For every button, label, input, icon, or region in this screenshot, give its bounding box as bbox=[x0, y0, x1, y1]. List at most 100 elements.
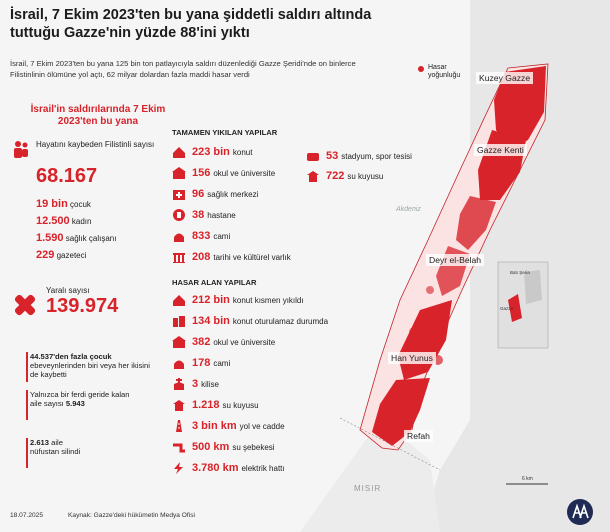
scale-label: 6 km bbox=[522, 476, 533, 482]
stat-label: sağlık merkezi bbox=[207, 190, 259, 199]
stat-value: 134 bin bbox=[192, 315, 230, 327]
stat-value: 3 bbox=[192, 378, 199, 390]
pipe-icon bbox=[173, 443, 185, 453]
stat-value: 178 bbox=[192, 357, 211, 369]
house-icon bbox=[173, 147, 185, 158]
stat-row: 156 okul ve üniversite bbox=[172, 167, 275, 179]
stat-value: 212 bin bbox=[192, 294, 230, 306]
breakdown-journalists: 229 gazeteci bbox=[36, 249, 87, 261]
stat-value: 3.780 km bbox=[192, 462, 239, 474]
inset-label-westbank: Batı Şeria bbox=[510, 270, 530, 275]
mosque-icon bbox=[174, 360, 184, 369]
inset-gaza bbox=[508, 294, 522, 322]
killed-label: Hayatını kaybeden Filistinli sayısı bbox=[36, 140, 155, 149]
killed-breakdown: 19 bin çocuk 12.500 kadın 1.590 sağlık ç… bbox=[36, 196, 116, 264]
stat-label: okul ve üniversite bbox=[213, 338, 276, 347]
injured-label: Yaralı sayısı bbox=[46, 286, 90, 295]
stat-row: 382 okul ve üniversite bbox=[172, 336, 275, 348]
stat-row: 3 bin km yol ve cadde bbox=[172, 420, 285, 432]
stat-label: konut kısmen yıkıldı bbox=[232, 296, 304, 305]
stadium-icon bbox=[307, 153, 319, 161]
monument-icon bbox=[173, 253, 185, 263]
road-icon bbox=[176, 420, 182, 432]
stat-label: konut oturulamaz durumda bbox=[232, 317, 329, 326]
mosque-icon bbox=[174, 233, 184, 242]
city-deyr-el-belah: Deyr el-Belah bbox=[426, 254, 485, 266]
stat-row: 500 km su şebekesi bbox=[172, 441, 275, 453]
well-icon bbox=[173, 400, 185, 411]
sea-label: Akdeniz bbox=[396, 206, 421, 213]
stat-value: 3 bin km bbox=[192, 420, 237, 432]
lightning-icon bbox=[174, 462, 183, 474]
clinic-icon bbox=[173, 190, 185, 200]
egypt-label: MISIR bbox=[354, 484, 382, 493]
stat-row: 833 cami bbox=[172, 230, 230, 242]
note-single-member: Yalnızca bir ferdi geride kalan aile say… bbox=[30, 390, 130, 408]
stat-row: 208 tarihi ve kültürel varlık bbox=[172, 251, 291, 263]
stat-value: 38 bbox=[192, 209, 205, 221]
note-bar-1 bbox=[26, 352, 28, 382]
stat-value: 96 bbox=[192, 188, 205, 200]
note-families: 2.613 aile nüfustan silindi bbox=[30, 438, 81, 456]
destroyed-heading: TAMAMEN YIKILAN YAPILAR bbox=[172, 128, 278, 137]
stat-row: 134 bin konut oturulamaz durumda bbox=[172, 315, 328, 327]
people-icon bbox=[14, 141, 28, 158]
stat-row: 212 bin konut kısmen yıkıldı bbox=[172, 294, 304, 306]
breakdown-women: 12.500 kadın bbox=[36, 215, 92, 227]
stat-value: 382 bbox=[192, 336, 211, 348]
stat-value: 722 bbox=[326, 170, 345, 182]
school-icon bbox=[172, 167, 186, 179]
injured-value: 139.974 bbox=[46, 295, 119, 317]
stat-row: 223 bin konut bbox=[172, 146, 252, 158]
stat-label: kilise bbox=[201, 380, 219, 389]
egypt-land bbox=[300, 420, 440, 532]
page-title: İsrail, 7 Ekim 2023'ten bu yana şiddetli… bbox=[10, 7, 372, 41]
stat-label: elektrik hattı bbox=[241, 464, 285, 473]
city-refah: Refah bbox=[404, 430, 433, 442]
footer-date: 18.07.2025 bbox=[10, 512, 44, 519]
footer-source: Kaynak: Gazze'deki hükümetin Medya Ofisi bbox=[68, 512, 195, 519]
stat-row: 3.780 km elektrik hattı bbox=[172, 462, 285, 474]
building-icon bbox=[173, 316, 185, 327]
hospital-icon bbox=[173, 209, 185, 221]
stat-label: su kuyusu bbox=[347, 172, 384, 181]
church-icon bbox=[174, 378, 184, 390]
border-line bbox=[339, 417, 441, 471]
house-icon bbox=[173, 295, 185, 306]
stat-value: 208 bbox=[192, 251, 211, 263]
stat-row: 38 hastane bbox=[172, 209, 236, 221]
inset-westbank bbox=[524, 270, 542, 304]
stat-value: 1.218 bbox=[192, 399, 220, 411]
stat-row: 178 cami bbox=[172, 357, 230, 369]
city-gazze-kenti: Gazze Kenti bbox=[474, 144, 527, 156]
well-icon bbox=[307, 171, 319, 182]
stat-value: 156 bbox=[192, 167, 211, 179]
stat-row: 3 kilise bbox=[172, 378, 219, 390]
stat-label: konut bbox=[232, 148, 253, 157]
stat-value: 500 km bbox=[192, 441, 230, 453]
note-children: 44.537'den fazla çocuk ebeveynlerinden b… bbox=[30, 352, 150, 379]
stat-row: 722 su kuyusu bbox=[306, 170, 383, 182]
killed-value: 68.167 bbox=[36, 165, 98, 187]
breakdown-children: 19 bin çocuk bbox=[36, 198, 91, 210]
stat-label: yol ve cadde bbox=[239, 422, 285, 431]
school-icon bbox=[172, 336, 186, 348]
city-kuzey-gazze: Kuzey Gazze bbox=[476, 72, 534, 84]
intro-text: İsrail, 7 Ekim 2023'ten bu yana 125 bin … bbox=[10, 59, 356, 79]
stat-row: 1.218 su kuyusu bbox=[172, 399, 259, 411]
breakdown-health: 1.590 sağlık çalışanı bbox=[36, 232, 117, 244]
inset-label-gaza: Gazze bbox=[500, 306, 514, 311]
stat-label: cami bbox=[213, 359, 231, 368]
stat-label: hastane bbox=[207, 211, 236, 220]
legend-dot bbox=[418, 66, 424, 72]
legend-label: Hasar yoğunluğu bbox=[428, 64, 461, 79]
stat-value: 53 bbox=[326, 150, 339, 162]
stat-value: 223 bin bbox=[192, 146, 230, 158]
stat-label: su şebekesi bbox=[232, 443, 275, 452]
stat-label: su kuyusu bbox=[222, 401, 259, 410]
damaged-heading: HASAR ALAN YAPILAR bbox=[172, 278, 257, 287]
stat-row: 96 sağlık merkezi bbox=[172, 188, 258, 200]
agency-logo-icon bbox=[567, 499, 593, 525]
stat-label: tarihi ve kültürel varlık bbox=[213, 253, 291, 262]
